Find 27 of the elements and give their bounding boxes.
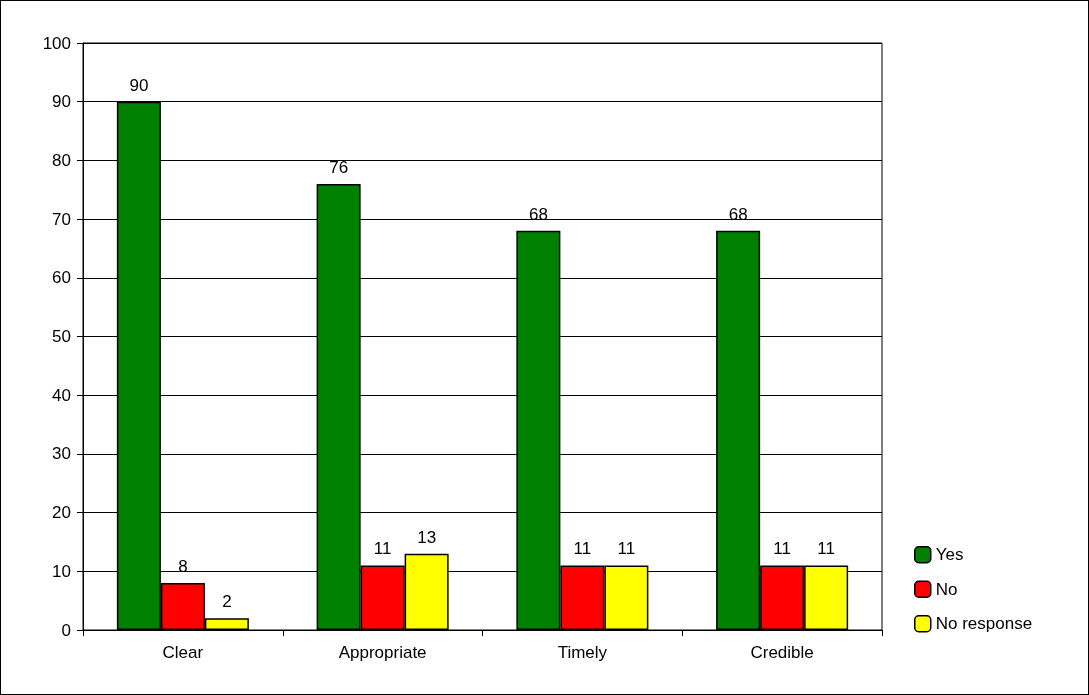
x-tick-label: Clear [162, 643, 204, 662]
x-tick-label: Timely [557, 643, 608, 662]
y-tick-label: 60 [52, 268, 71, 288]
legend-label: No response [935, 614, 1033, 634]
data-label: 76 [329, 157, 349, 177]
data-label: 11 [617, 539, 636, 559]
x-tick-label: Appropriate [338, 643, 427, 662]
y-tick-label: 40 [52, 385, 71, 405]
data-label: 11 [573, 539, 592, 559]
data-label: 11 [817, 539, 835, 559]
data-label: 2 [222, 592, 232, 612]
data-label: 90 [129, 75, 149, 95]
y-tick-label: 90 [52, 92, 71, 112]
x-tick-label: Credible [750, 643, 814, 662]
y-tick-label: 10 [52, 561, 71, 581]
data-label: 11 [773, 539, 791, 559]
y-tick-label: 70 [52, 209, 71, 229]
y-tick-label: 20 [52, 503, 71, 523]
y-tick-label: 50 [52, 327, 71, 346]
data-label: 11 [373, 539, 392, 559]
y-tick-label: 30 [52, 444, 71, 464]
y-tick-label: 100 [42, 33, 71, 53]
legend-label: Yes [935, 545, 964, 565]
legend-label: No [935, 579, 958, 599]
y-tick-label: 80 [52, 150, 71, 170]
data-label: 13 [417, 527, 437, 547]
y-tick-label: 0 [61, 620, 71, 640]
